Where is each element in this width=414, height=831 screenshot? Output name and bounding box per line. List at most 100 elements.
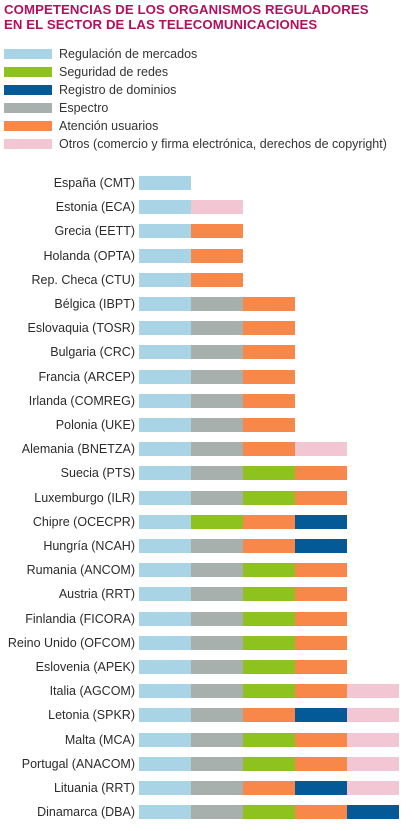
bar-segment-mercados [139,781,191,795]
legend-swatch-dominios [4,85,52,95]
bar-segment-usuarios [191,249,243,263]
bar-segment-mercados [139,515,191,529]
row-label: Letonia (SPKR) [48,708,135,722]
bar-segment-usuarios [295,491,347,505]
bar-segment-redes [243,563,295,577]
bar-segment-dominios [347,805,399,819]
bar-segment-espectro [191,612,243,626]
chart-row: Rep. Checa (CTU) [0,272,414,288]
bar-segment-mercados [139,466,191,480]
chart-row: Portugal (ANACOM) [0,756,414,772]
bar-segment-otros [347,781,399,795]
legend-label: Seguridad de redes [59,65,169,79]
bar-segment-usuarios [243,394,295,408]
bar-segment-espectro [191,539,243,553]
row-label: Suecia (PTS) [60,466,135,480]
row-label: Bélgica (IBPT) [54,297,135,311]
bar-segment-usuarios [191,224,243,238]
bar-segment-mercados [139,684,191,698]
chart-row: España (CMT) [0,175,414,191]
bar-segment-mercados [139,708,191,722]
chart-row: Lituania (RRT) [0,780,414,796]
row-label: Finlandia (FICORA) [25,612,135,626]
bar-segment-usuarios [295,612,347,626]
bar-segment-mercados [139,370,191,384]
chart-row: Dinamarca (DBA) [0,804,414,820]
chart-row: Polonia (UKE) [0,417,414,433]
bar-segment-otros [347,708,399,722]
bar-segment-redes [243,684,295,698]
legend-item-espectro: Espectro [4,99,387,117]
row-label: Dinamarca (DBA) [37,805,135,819]
bar-segment-otros [295,442,347,456]
legend-swatch-usuarios [4,121,52,131]
bar-segment-redes [243,805,295,819]
row-label: Francia (ARCEP) [38,370,135,384]
row-label: Luxemburgo (ILR) [34,491,135,505]
bar-segment-usuarios [295,563,347,577]
bar-segment-espectro [191,321,243,335]
bar-segment-usuarios [191,273,243,287]
bar-segment-otros [347,684,399,698]
bar-segment-espectro [191,660,243,674]
bar-segment-usuarios [295,805,347,819]
row-label: Portugal (ANACOM) [21,757,135,771]
legend-item-dominios: Registro de dominios [4,81,387,99]
bar-segment-usuarios [295,636,347,650]
bar-segment-usuarios [243,297,295,311]
legend-item-usuarios: Atención usuarios [4,117,387,135]
chart-row: Grecia (EETT) [0,223,414,239]
chart-title-line-2: EN EL SECTOR DE LAS TELECOMUNICACIONES [4,17,318,32]
row-label: Grecia (EETT) [54,224,135,238]
chart-row: Bélgica (IBPT) [0,296,414,312]
bar-segment-mercados [139,297,191,311]
bar-segment-usuarios [243,708,295,722]
bar-segment-espectro [191,805,243,819]
bar-segment-mercados [139,491,191,505]
row-label: Reino Unido (OFCOM) [7,636,135,650]
bar-segment-usuarios [243,442,295,456]
bar-segment-espectro [191,297,243,311]
legend-swatch-espectro [4,103,52,113]
bar-segment-usuarios [295,733,347,747]
bar-segment-espectro [191,370,243,384]
chart-row: Holanda (OPTA) [0,248,414,264]
chart-row: Austria (RRT) [0,586,414,602]
bar-segment-mercados [139,757,191,771]
bar-segment-espectro [191,491,243,505]
chart-row: Hungría (NCAH) [0,538,414,554]
row-label: Bulgaria (CRC) [50,345,135,359]
bar-segment-mercados [139,442,191,456]
chart-row: Eslovenia (APEK) [0,659,414,675]
bar-segment-redes [243,587,295,601]
bar-segment-redes [191,515,243,529]
bar-segment-usuarios [295,660,347,674]
chart-row: Eslovaquia (TOSR) [0,320,414,336]
row-label: Polonia (UKE) [55,418,135,432]
bar-segment-usuarios [243,345,295,359]
row-label: Lituania (RRT) [53,781,135,795]
bar-segment-redes [243,491,295,505]
legend-label: Regulación de mercados [59,47,198,61]
row-label: Austria (RRT) [58,587,135,601]
bar-segment-mercados [139,345,191,359]
legend-swatch-mercados [4,49,52,59]
legend-label: Otros (comercio y firma electrónica, der… [59,137,387,151]
bar-segment-usuarios [295,757,347,771]
bar-segment-redes [243,660,295,674]
row-label: Rumania (ANCOM) [26,563,135,577]
bar-segment-mercados [139,200,191,214]
bar-segment-dominios [295,781,347,795]
bar-segment-mercados [139,321,191,335]
bar-segment-espectro [191,733,243,747]
row-label: Alemania (BNETZA) [21,442,135,456]
chart-row: Luxemburgo (ILR) [0,490,414,506]
row-label: Chipre (OCECPR) [32,515,135,529]
legend-label: Registro de dominios [59,83,177,97]
chart-row: Italia (AGCOM) [0,683,414,699]
bar-segment-mercados [139,249,191,263]
legend-item-mercados: Regulación de mercados [4,45,387,63]
bar-segment-dominios [295,708,347,722]
bar-segment-espectro [191,587,243,601]
bar-segment-otros [347,733,399,747]
